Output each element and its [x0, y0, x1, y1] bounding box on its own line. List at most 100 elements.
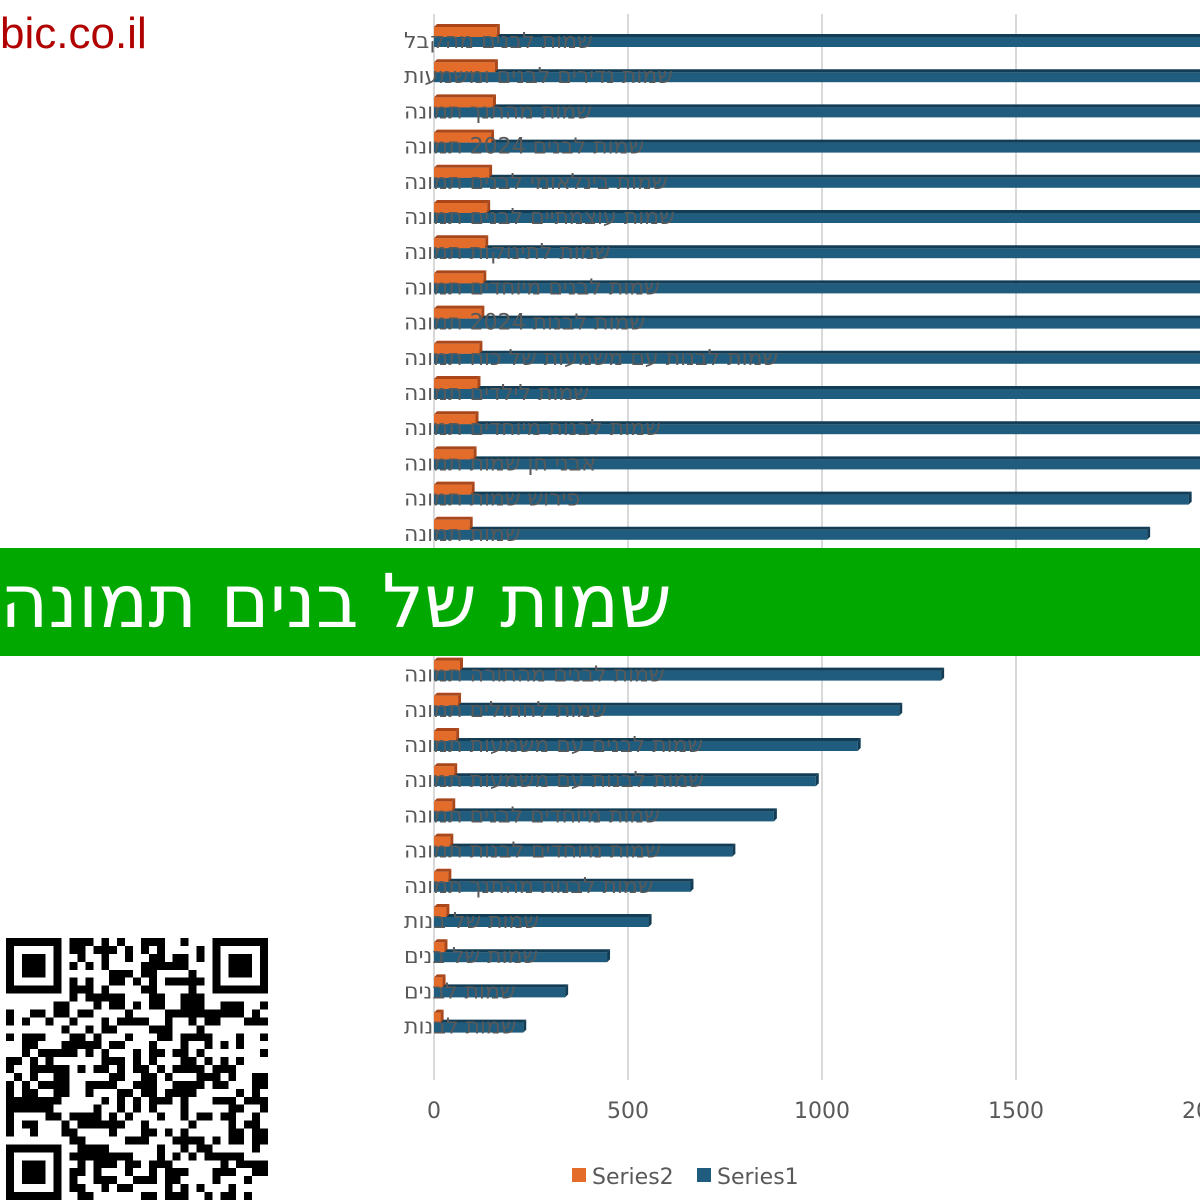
bar-series1 [434, 34, 1200, 47]
bar-series1 [434, 878, 694, 892]
bar-series2 [434, 305, 485, 319]
category-label: אבני חן שמות תמונה [404, 451, 596, 476]
bar-series1-face [434, 248, 1200, 259]
bar-series1-top [434, 104, 1200, 108]
bar-series1 [434, 526, 1151, 540]
bar-series2-side [469, 516, 473, 530]
bar-series2-top [434, 939, 448, 943]
category-label: שמות לבנים מהתורה תמונה [404, 663, 665, 688]
bar-series1 [434, 1019, 527, 1033]
category-label: שמות לבנים מהקבל [404, 29, 593, 54]
bar-series2-face [434, 97, 493, 108]
bar-series1 [434, 174, 1200, 188]
bar-series2-face [434, 308, 482, 319]
bar-series2 [434, 939, 448, 953]
bar-series2-top [434, 516, 473, 520]
bar-series2-face [434, 167, 490, 178]
bar-series2 [434, 235, 489, 249]
bar-series2 [434, 340, 483, 354]
bar-series2-top [434, 200, 491, 203]
bar-series1-face [434, 705, 900, 716]
x-tick-label: 500 [607, 1099, 649, 1124]
bar-series1-top [434, 949, 611, 953]
bar-series2-side [471, 481, 475, 495]
bar-series1-face [434, 670, 942, 681]
bar-series2 [434, 904, 450, 917]
bar-series2-side [487, 200, 491, 213]
category-label: שמות לבנים עם משמעות תמונה [404, 733, 703, 758]
bar-series1-top [434, 210, 1200, 213]
bar-series1 [434, 421, 1200, 435]
bar-series2 [434, 270, 487, 284]
bar-series1-top [434, 315, 1200, 319]
bar-series1-side [815, 773, 819, 787]
bar-series2-top [434, 129, 495, 133]
bars [434, 24, 1200, 1033]
category-label: שמות לחתולים תמונה [404, 698, 607, 723]
bar-series2-face [434, 519, 470, 530]
bar-series2-top [434, 798, 456, 802]
bar-series2-side [456, 728, 460, 741]
bar-series1-side [607, 949, 611, 963]
bar-series1 [434, 808, 777, 822]
bar-series2-face [434, 449, 474, 460]
bar-series2-side [479, 340, 483, 354]
bar-series2-face [434, 801, 453, 812]
bar-series2 [434, 798, 456, 812]
bar-series2-top [434, 411, 479, 415]
bar-series2-face [434, 484, 472, 495]
bar-series1-top [434, 843, 736, 847]
bar-series2-top [434, 481, 475, 485]
bar-series1-top [434, 174, 1200, 178]
bar-series1-side [773, 808, 777, 822]
x-axis-tick-labels: 0 500 1000 1500 2000 [427, 1099, 1200, 1124]
bar-series1-face [434, 283, 1200, 294]
bar-series1-side [732, 843, 736, 857]
bar-series2-side [450, 833, 454, 847]
bar-series2 [434, 763, 458, 777]
category-label: שמות בינלאומי לבנים תמונה [404, 170, 668, 195]
bar-series1-side [648, 914, 652, 927]
legend-label-series2: Series2 [592, 1165, 674, 1190]
bar-series1 [434, 914, 652, 927]
bar-series2-face [434, 907, 447, 917]
bar-series1-top [434, 245, 1200, 249]
bar-series1 [434, 456, 1200, 470]
bar-series2-face [434, 766, 455, 777]
bar-series1-face [434, 776, 816, 787]
bar-series2-top [434, 305, 485, 309]
bar-series1 [434, 984, 569, 998]
bar-series1 [434, 773, 819, 787]
bar-series1-face [434, 37, 1200, 47]
bar-series2-top [434, 270, 487, 274]
bar-series1 [434, 104, 1200, 118]
bar-series1-face [434, 811, 774, 822]
category-label: שמות מהתנך תמונה [404, 99, 592, 124]
banner-title: שמות של בנים תמונה [0, 548, 1200, 656]
bar-series1 [434, 949, 611, 963]
bar-series2-top [434, 974, 446, 978]
bar-series1-face [434, 353, 1200, 364]
bar-series1 [434, 843, 736, 857]
bar-series1 [434, 280, 1200, 294]
bar-series2-side [454, 763, 458, 777]
bar-series1 [434, 315, 1200, 329]
bar-series2-side [483, 270, 487, 284]
bar-series2-face [434, 62, 495, 73]
bar-series1-side [899, 702, 903, 716]
bar-series2-face [434, 660, 460, 671]
bar-series1-side [1147, 526, 1151, 540]
bar-series1-top [434, 808, 777, 812]
bar-series2-side [485, 235, 489, 249]
category-labels: שמות לבנים מהקבל שמות נדירים לבנים ומשמעו… [404, 29, 778, 1040]
bar-series1-top [434, 280, 1200, 284]
bar-series2-side [458, 692, 462, 706]
x-tick-label: 1000 [794, 1099, 850, 1124]
bar-series2-side [492, 94, 496, 108]
bar-series1-face [434, 741, 858, 751]
bar-series2-side [446, 904, 450, 917]
bar-series1-side [523, 1019, 527, 1033]
bar-series2 [434, 59, 498, 73]
category-label: שמות של בנים [404, 944, 538, 969]
